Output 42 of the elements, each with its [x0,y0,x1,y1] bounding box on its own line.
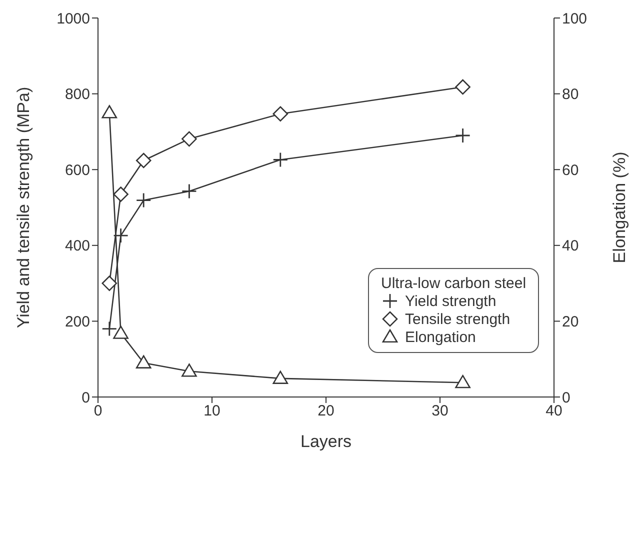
y-tick-label: 1000 [56,10,90,28]
point [272,370,288,384]
point [272,152,288,168]
y2-tick-label: 100 [562,10,588,28]
legend-label: Tensile strength [405,310,510,328]
point [182,131,197,147]
y-axis-title: Yield and tensile strength (MPa) [14,86,34,328]
point [102,276,118,291]
legend-label: Elongation [405,328,476,346]
point [102,321,118,336]
y2-tick-label: 80 [562,86,579,104]
point [455,128,470,144]
point [182,364,197,377]
y2-axis-title: Elongation (%) [610,152,630,264]
y2-tick-label: 60 [562,162,579,179]
x-tick-label: 0 [94,402,102,420]
point [102,105,118,118]
point [136,152,152,168]
point [113,326,128,339]
y-tick-label: 600 [64,162,90,179]
y2-tick-label: 0 [562,389,570,406]
x-axis-title: Layers [300,432,352,451]
y-tick-label: 0 [82,389,90,406]
point [272,106,288,122]
point [455,79,470,95]
y-tick-label: 800 [64,86,90,104]
x-tick-label: 20 [318,402,334,420]
y2-tick-label: 20 [562,314,579,331]
legend-label: Yield strength [405,292,496,310]
point [136,355,152,368]
x-tick-label: 10 [204,402,220,420]
y-tick-label: 400 [64,238,90,255]
x-tick-label: 30 [432,402,448,420]
point [136,192,152,208]
point [113,186,128,202]
legend-title: Ultra-low carbon steel [381,275,526,292]
y2-tick-label: 40 [562,238,579,255]
y-tick-label: 200 [64,314,90,331]
point [455,374,470,388]
point [182,184,197,199]
x-tick-label: 40 [546,402,562,420]
point [113,228,128,244]
